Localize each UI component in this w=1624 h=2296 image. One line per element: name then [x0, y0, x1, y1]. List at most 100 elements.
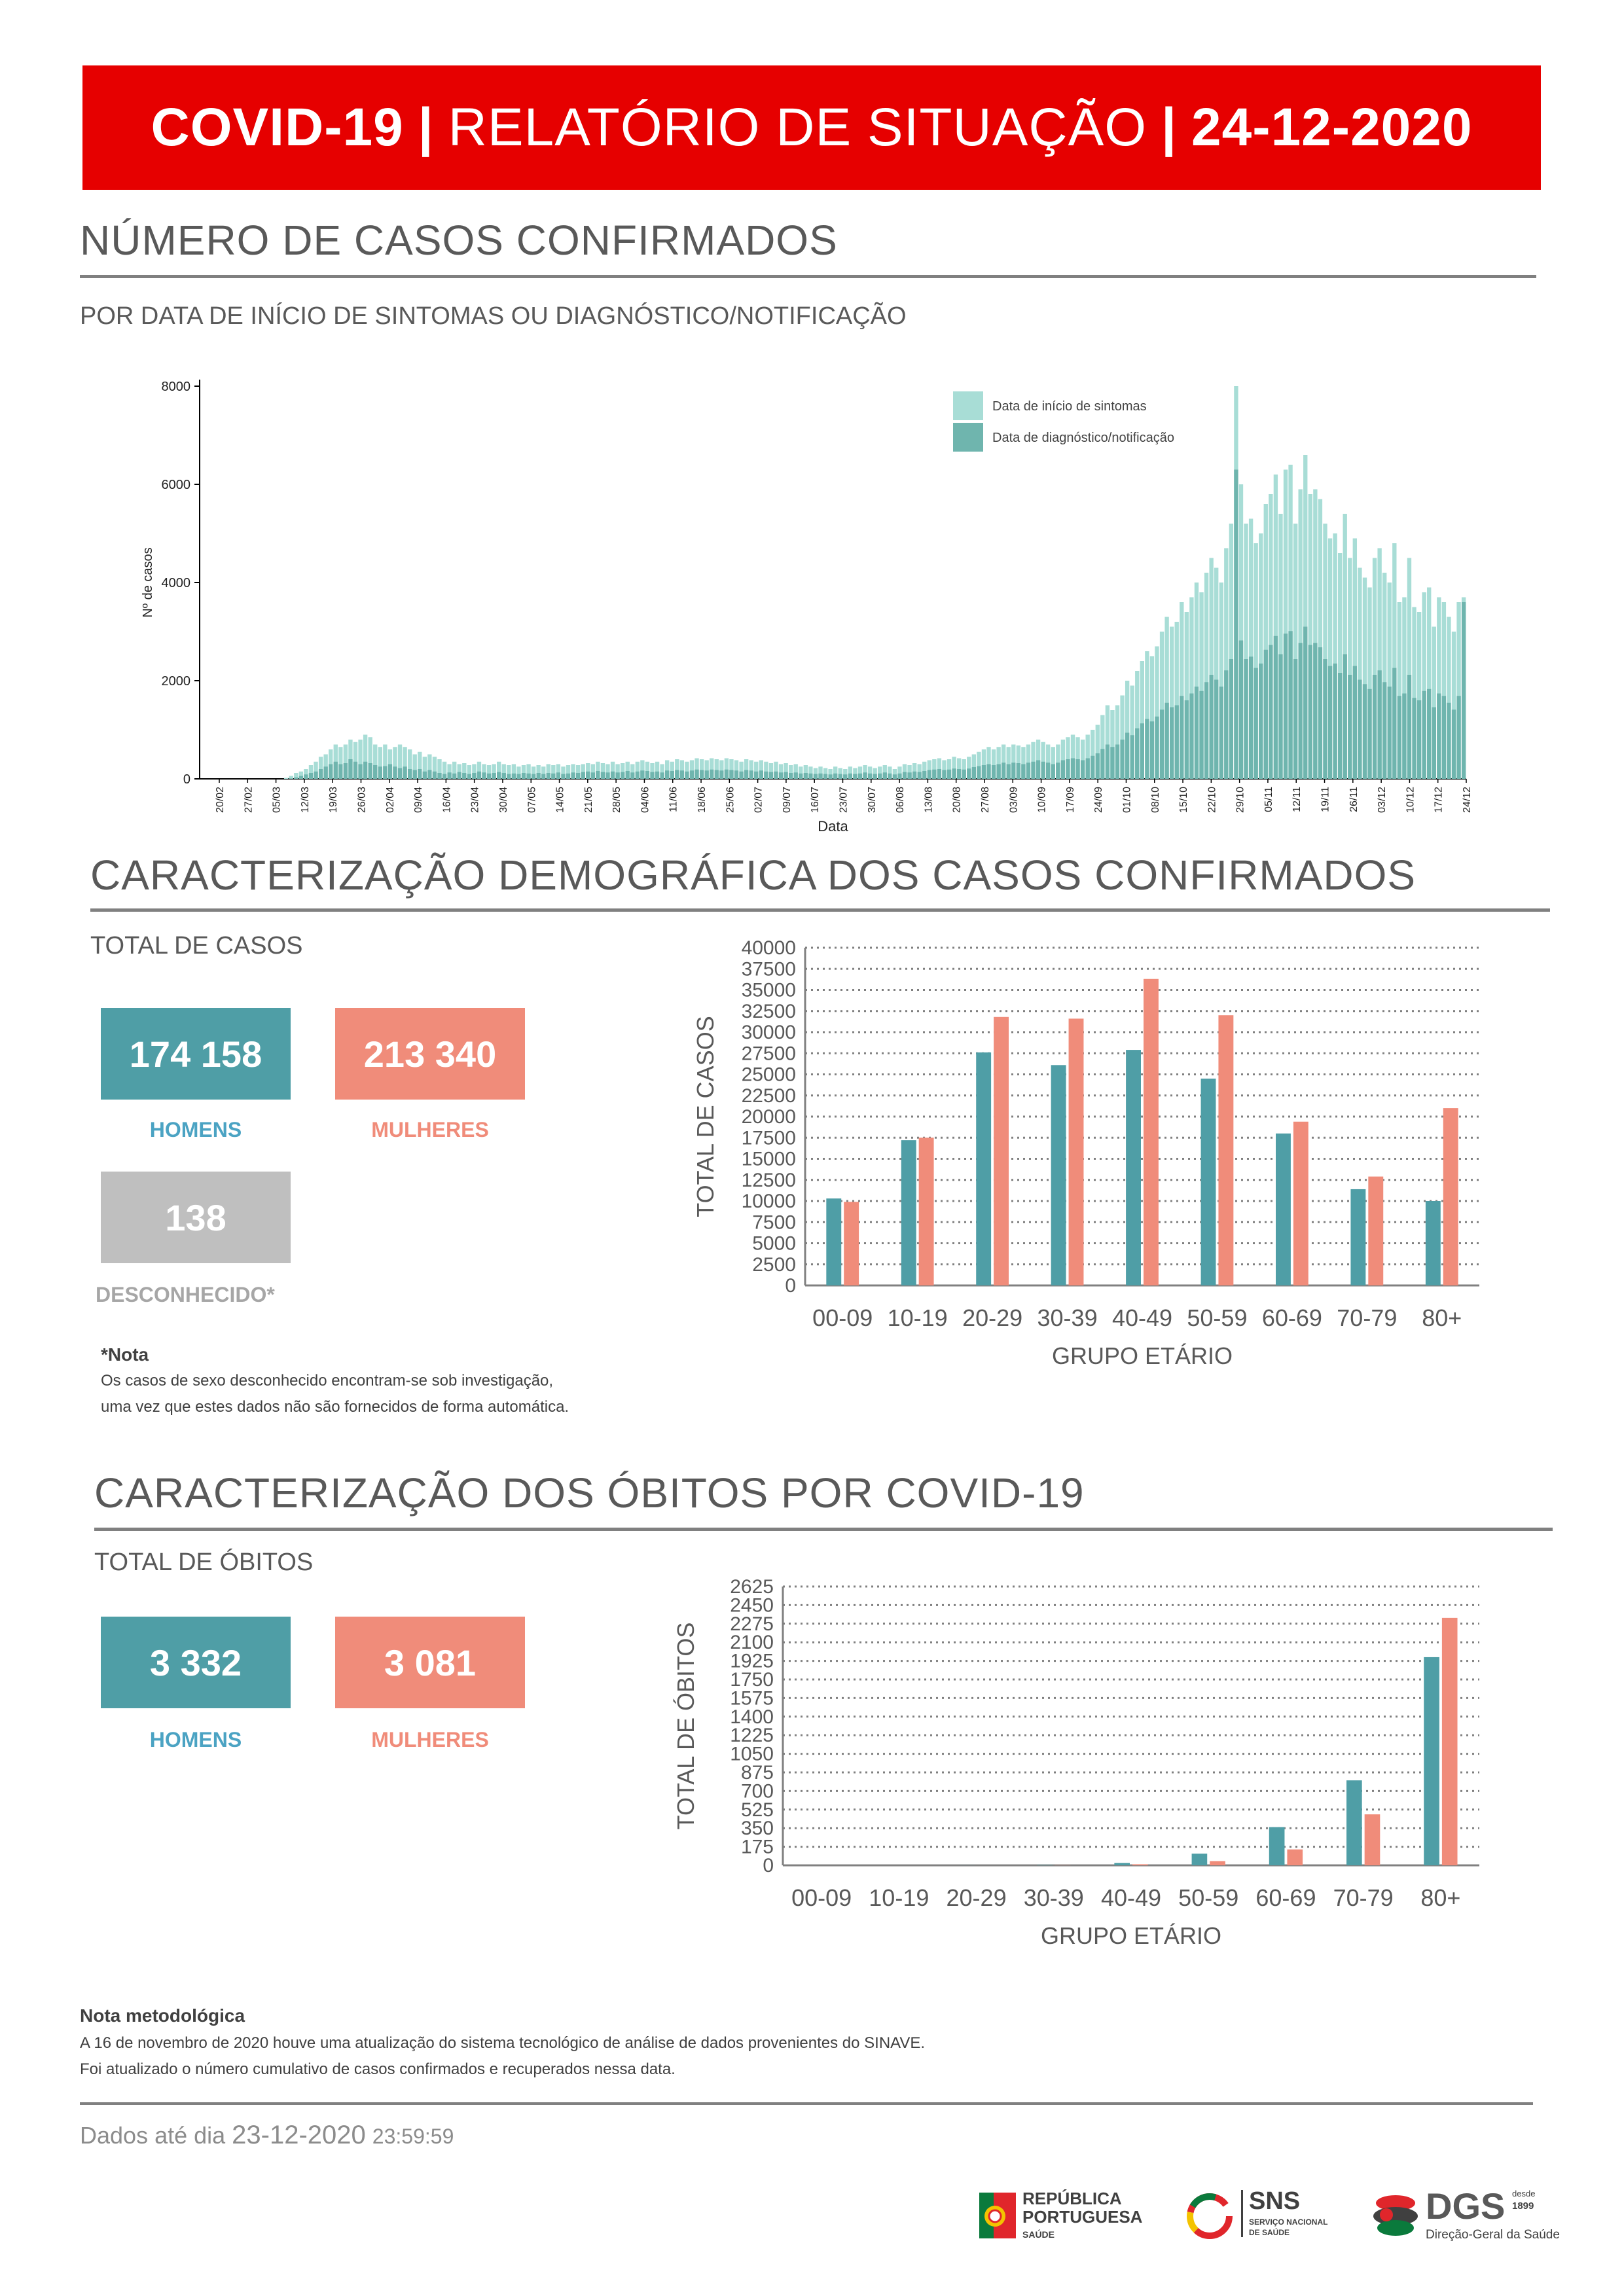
daily-bar-notification: [1358, 679, 1362, 779]
daily-bar-symptoms: [1031, 742, 1036, 779]
y-tick-label: 0: [785, 1275, 796, 1297]
daily-bar-notification: [407, 769, 412, 779]
x-tick-label: 10/12: [1405, 787, 1416, 813]
daily-bar-symptoms: [1269, 494, 1273, 779]
daily-bar-notification: [1402, 693, 1407, 779]
daily-bar-symptoms: [412, 754, 417, 779]
daily-bar-symptoms: [507, 765, 511, 779]
daily-bar-symptoms: [397, 744, 403, 779]
daily-bar-symptoms: [768, 763, 774, 779]
daily-bar-notification: [378, 766, 382, 779]
banner-separator-2: |: [1161, 98, 1178, 157]
daily-bar-symptoms: [571, 764, 575, 779]
bar-men: [1276, 1133, 1291, 1285]
daily-bar-symptoms: [1343, 514, 1347, 779]
daily-bar-notification: [1140, 723, 1144, 779]
daily-bar-symptoms: [590, 764, 595, 779]
daily-bar-notification: [1337, 673, 1343, 779]
daily-bar-notification: [348, 759, 353, 779]
daily-bar-symptoms: [867, 766, 873, 779]
daily-bar-symptoms: [813, 768, 818, 779]
daily-bar-symptoms: [353, 742, 358, 779]
daily-bar-notification: [917, 772, 922, 779]
daily-bar-notification: [685, 771, 689, 779]
daily-bar-notification: [912, 771, 917, 779]
daily-bar-notification: [1308, 645, 1312, 779]
x-tick-label: 20/02: [215, 787, 226, 813]
daily-bar-notification: [1441, 696, 1447, 779]
daily-bar-symptoms: [1422, 592, 1426, 779]
daily-bar-notification: [1343, 654, 1347, 779]
daily-bar-notification: [1204, 682, 1209, 779]
daily-bar-symptoms: [882, 765, 887, 779]
daily-bar-notification: [556, 772, 561, 779]
daily-bar-notification: [1095, 753, 1100, 779]
daily-bar-notification: [1066, 759, 1070, 779]
daily-bar-symptoms: [1273, 475, 1278, 779]
methodology-title: Nota metodológica: [80, 2005, 245, 2026]
daily-bar-symptoms: [1397, 602, 1402, 779]
daily-bar-symptoms: [1432, 626, 1436, 779]
daily-bar-symptoms: [1169, 626, 1174, 779]
daily-bar-notification: [695, 769, 699, 779]
x-tick-label: 00-09: [812, 1304, 873, 1331]
daily-bar-symptoms: [1412, 607, 1416, 779]
daily-bar-notification: [501, 773, 506, 779]
daily-bar-notification: [808, 773, 813, 779]
daily-bar-notification: [739, 771, 744, 779]
daily-bar-symptoms: [1180, 602, 1184, 779]
deaths-by-age-svg: 0175350525700875105012251400157517501925…: [672, 1576, 1479, 1949]
daily-bar-notification: [472, 773, 477, 779]
daily-bar-symptoms: [1456, 602, 1461, 779]
y-tick-label: 7500: [752, 1211, 796, 1233]
daily-bar-symptoms: [1091, 730, 1095, 779]
daily-bar-notification: [922, 771, 927, 779]
daily-bar-notification: [1224, 670, 1229, 779]
daily-bar-notification: [1021, 764, 1026, 779]
bar-men: [1051, 1065, 1066, 1285]
daily-bar-symptoms: [1105, 705, 1110, 779]
x-tick-label: 30/07: [867, 787, 878, 813]
cases-women-value: 213 340: [335, 1008, 525, 1100]
sns-divider: [1241, 2190, 1243, 2237]
daily-bar-symptoms: [1451, 632, 1456, 779]
daily-bar-notification: [1036, 760, 1041, 779]
daily-bar-notification: [971, 767, 976, 779]
daily-bar-notification: [833, 773, 838, 779]
banner-covid: COVID-19: [151, 98, 404, 157]
y-tick-label: 525: [741, 1799, 774, 1821]
daily-bar-symptoms: [575, 765, 581, 779]
daily-bar-notification: [719, 770, 724, 779]
daily-bar-symptoms: [378, 747, 382, 779]
y-tick-label: 2000: [162, 674, 191, 689]
daily-bar-symptoms: [437, 759, 442, 779]
daily-bar-notification: [427, 770, 432, 779]
daily-bar-symptoms: [1263, 504, 1268, 779]
republica-portuguesa-logo: REPÚBLICA PORTUGUESA SAÚDE: [979, 2187, 1169, 2246]
x-tick-label: 30-39: [1024, 1884, 1084, 1911]
daily-bar-symptoms: [283, 778, 289, 779]
daily-bar-notification: [853, 774, 857, 779]
daily-bar-symptoms: [418, 751, 422, 779]
x-tick-label: 14/05: [555, 787, 566, 813]
daily-bar-notification: [1011, 762, 1016, 779]
y-tick-label: 27500: [742, 1043, 796, 1064]
x-tick-label: 21/05: [583, 787, 594, 813]
cases-men-label: HOMENS: [149, 1118, 242, 1141]
daily-bar-notification: [635, 771, 640, 779]
bar-women: [1144, 978, 1159, 1285]
daily-bar-notification: [689, 770, 695, 779]
daily-bar-symptoms: [1427, 587, 1432, 779]
daily-bar-symptoms: [551, 765, 556, 779]
daily-bar-notification: [679, 770, 685, 779]
sns-ring-icon: [1187, 2193, 1233, 2239]
y-tick-label: 1925: [730, 1651, 774, 1672]
x-tick-label: 80+: [1422, 1304, 1462, 1331]
x-tick-label: 15/10: [1178, 787, 1189, 813]
y-tick-label: 30000: [742, 1022, 796, 1043]
daily-bar-symptoms: [942, 760, 947, 779]
portugal-shield-icon: [979, 2193, 1016, 2238]
x-tick-label: 19/11: [1320, 787, 1331, 812]
daily-bar-notification: [507, 774, 511, 779]
daily-bar-notification: [710, 769, 714, 779]
